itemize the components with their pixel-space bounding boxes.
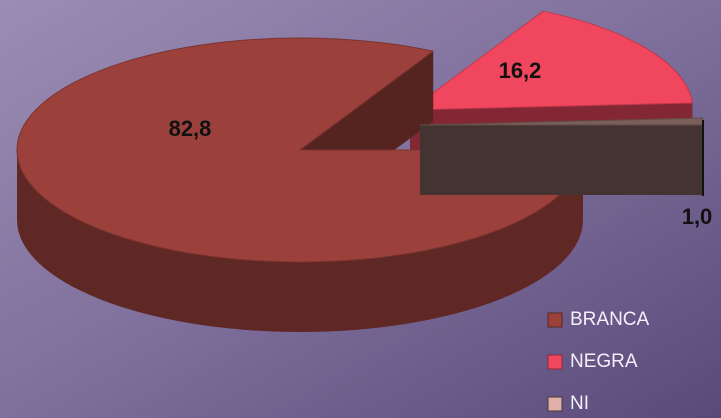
labels: 82,8 16,2 1,0 [169, 58, 713, 229]
data-label: 16,2 [499, 58, 542, 83]
slice [16, 37, 584, 263]
slice [408, 10, 694, 111]
pie [16, 10, 704, 332]
legend: BRANCA NEGRA NI [547, 309, 650, 414]
legend-swatch [547, 312, 563, 328]
data-label: 1,0 [682, 204, 713, 229]
legend-swatch [547, 354, 563, 370]
slice-wall [420, 125, 703, 195]
legend-swatch [547, 396, 563, 412]
data-label: 82,8 [169, 116, 212, 141]
legend-label: BRANCA [570, 309, 650, 330]
legend-label: NI [570, 393, 589, 414]
legend-label: NEGRA [570, 351, 638, 372]
slice-side [17, 150, 583, 332]
